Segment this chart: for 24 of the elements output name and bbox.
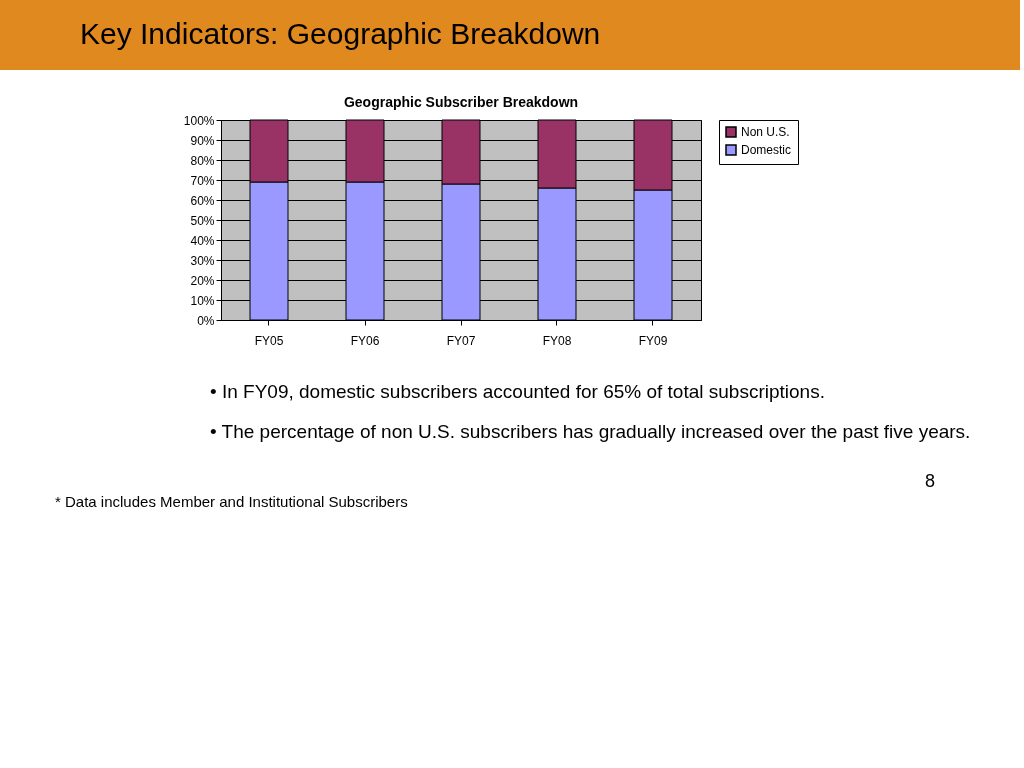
x-tick-label: FY07 [446, 333, 476, 348]
legend-label: Domestic [741, 143, 792, 157]
x-tick-label: FY08 [542, 333, 572, 348]
y-tick-label: 100% [183, 113, 215, 128]
legend-label: Non U.S. [741, 125, 790, 139]
y-tick-label: 30% [190, 253, 215, 268]
x-tick-label: FY05 [254, 333, 284, 348]
y-tick-label: 70% [190, 173, 215, 188]
x-tick-label: FY09 [638, 333, 668, 348]
text: 8 [925, 471, 936, 491]
chart-subtitle: Geographic Subscriber Breakdown [343, 94, 579, 110]
y-tick-label: 10% [190, 293, 215, 308]
y-tick-label: 80% [190, 153, 215, 168]
y-tick-label: 20% [190, 273, 215, 288]
y-tick-label: 0% [197, 313, 215, 328]
text: • In FY09, domestic subscribers accounted for 65% of total subscriptions. [210, 381, 825, 402]
text: • The percentage of non U.S. subscribers has gradually increased over the past five years. [210, 421, 971, 442]
text: * Data includes Member and Institutional Subscribers [55, 493, 408, 510]
y-tick-label: 40% [190, 233, 215, 248]
y-tick-label: 60% [190, 193, 215, 208]
chart-title: Key Indicators: Geographic Breakdown [80, 17, 601, 50]
y-tick-label: 50% [190, 213, 215, 228]
y-tick-label: 90% [190, 133, 215, 148]
x-tick-label: FY06 [350, 333, 380, 348]
